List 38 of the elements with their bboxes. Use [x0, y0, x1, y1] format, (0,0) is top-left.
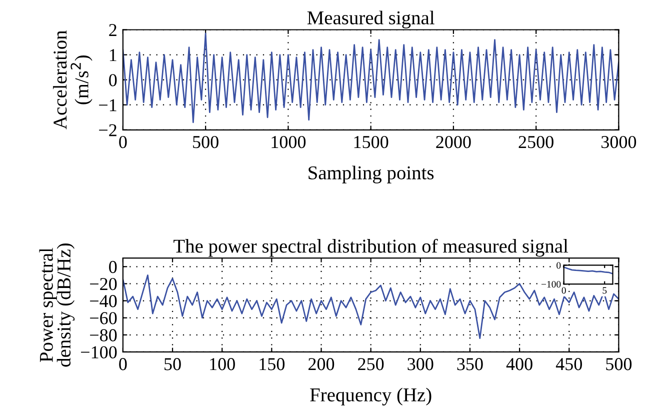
x-tick-label: 200 [308, 358, 334, 370]
x-axis-title: Frequency (Hz) [310, 388, 432, 406]
x-tick-label: 500 [193, 136, 218, 148]
y-tick-label: 0 [109, 74, 117, 86]
chart-title: The power spectral distribution of measured signal [174, 238, 568, 257]
x-tick-label: 400 [506, 358, 532, 370]
x-tick-label: 350 [457, 358, 483, 370]
x-tick-label: 0 [119, 358, 127, 370]
x-tick-label: 150 [260, 358, 285, 370]
x-tick-label: 300 [408, 358, 434, 370]
y-tick-label: −100 [541, 280, 561, 288]
y-tick-label: 1 [110, 49, 116, 62]
x-tick-label: 1000 [272, 136, 306, 148]
chart-title: Measured signal [307, 10, 434, 28]
y-tick-label: −80 [90, 329, 117, 342]
x-tick-label: 50 [164, 358, 181, 370]
y-tick-label: −60 [90, 312, 117, 324]
y-tick-label: −1 [99, 99, 116, 112]
y-tick-label: −40 [90, 295, 117, 308]
x-tick-label: 250 [358, 358, 384, 370]
line-series [122, 32, 619, 124]
y-tick-label: 2 [109, 24, 116, 36]
y-tick-label: −100 [81, 346, 117, 358]
x-tick-label: 500 [606, 358, 632, 370]
x-tick-label: 2000 [436, 136, 471, 148]
y-tick-label: −20 [90, 278, 117, 290]
x-tick-label: 3000 [602, 136, 636, 148]
y-tick-label: 0 [109, 260, 117, 274]
y-tick-label: −2 [99, 124, 116, 136]
line-series [122, 274, 619, 340]
x-axis-title: Sampling points [308, 166, 434, 184]
x-tick-label: 2500 [518, 136, 554, 148]
x-tick-label: 450 [556, 358, 582, 370]
x-tick-label: 0 [119, 136, 127, 148]
x-tick-label: 100 [210, 358, 235, 370]
x-tick-label: 1500 [354, 136, 388, 148]
y-axis-title: Acceleration (m/s$^{2}$) [53, 30, 92, 130]
y-axis-title: Power spectral density (dB/Hz) [39, 244, 75, 367]
